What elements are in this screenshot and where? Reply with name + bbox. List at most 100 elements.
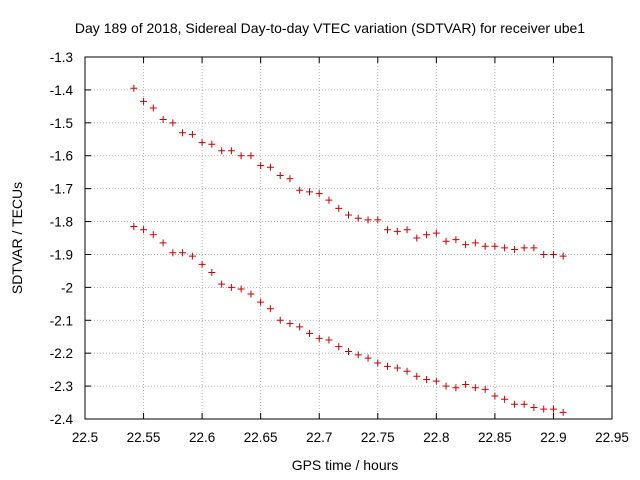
- data-point-upper: [257, 162, 265, 170]
- y-tick-labels: -1.3 -1.4 -1.5 -1.6 -1.7 -1.8 -1.9 -2 -2.1 -2.2 -2…: [50, 50, 74, 427]
- data-point-lower: [227, 283, 235, 291]
- data-point-upper: [403, 226, 411, 234]
- data-point-lower: [510, 400, 518, 408]
- data-point-lower: [559, 408, 567, 416]
- x-tick-label: 22.7: [306, 430, 332, 445]
- y-tick-label: -2.1: [50, 313, 73, 328]
- data-point-upper: [266, 163, 274, 171]
- data-point-lower: [481, 385, 489, 393]
- x-tick-label: 22.65: [244, 430, 278, 445]
- x-tick-label: 22.75: [361, 430, 395, 445]
- data-point-upper: [179, 129, 187, 137]
- y-tick-label: -1.6: [50, 149, 73, 164]
- data-point-upper: [149, 104, 157, 112]
- data-point-lower: [276, 316, 284, 324]
- data-point-upper: [198, 139, 206, 147]
- data-point-upper: [218, 147, 226, 155]
- data-point-upper: [530, 244, 538, 252]
- y-tick-label: -2.4: [50, 412, 74, 427]
- data-point-upper: [247, 152, 255, 160]
- data-point-lower: [159, 239, 167, 247]
- data-point-upper: [462, 241, 470, 249]
- data-point-lower: [383, 362, 391, 370]
- data-point-lower: [237, 285, 245, 293]
- data-point-upper: [540, 250, 548, 258]
- data-point-upper: [188, 130, 196, 138]
- x-axis-title: GPS time / hours: [292, 457, 399, 473]
- data-points: [130, 84, 567, 416]
- data-point-lower: [471, 384, 479, 392]
- data-point-lower: [169, 249, 177, 257]
- data-point-lower: [540, 405, 548, 413]
- data-point-upper: [325, 196, 333, 204]
- data-point-lower: [452, 384, 460, 392]
- data-point-lower: [306, 329, 314, 337]
- data-point-lower: [413, 372, 421, 380]
- data-point-lower: [198, 260, 206, 268]
- data-point-upper: [471, 239, 479, 247]
- data-point-upper: [501, 244, 509, 252]
- y-tick-label: -2.2: [50, 346, 73, 361]
- y-tick-label: -1.3: [50, 50, 73, 65]
- data-point-upper: [315, 190, 323, 198]
- chart-title: Day 189 of 2018, Sidereal Day-to-day VTE…: [75, 20, 585, 36]
- y-tick-label: -1.5: [50, 116, 73, 131]
- data-point-lower: [257, 298, 265, 306]
- y-tick-label: -1.4: [50, 83, 74, 98]
- y-axis-title: SDTVAR / TECUs: [9, 182, 25, 294]
- data-point-lower: [432, 377, 440, 385]
- data-point-upper: [383, 226, 391, 234]
- data-point-upper: [354, 214, 362, 222]
- data-point-lower: [374, 359, 382, 367]
- data-point-lower: [130, 222, 138, 230]
- data-point-upper: [345, 211, 352, 219]
- data-point-lower: [354, 351, 362, 359]
- data-point-lower: [335, 343, 343, 351]
- data-point-lower: [491, 392, 499, 400]
- x-tick-label: 22.5: [72, 430, 98, 445]
- data-point-lower: [208, 269, 216, 277]
- data-point-lower: [520, 400, 528, 408]
- data-point-upper: [159, 116, 167, 124]
- data-point-upper: [510, 246, 518, 254]
- data-point-upper: [306, 188, 314, 196]
- data-point-lower: [149, 231, 157, 239]
- data-point-lower: [345, 348, 352, 356]
- x-tick-label: 22.6: [189, 430, 215, 445]
- data-point-upper: [481, 242, 489, 250]
- data-point-upper: [520, 244, 528, 252]
- data-point-upper: [393, 227, 401, 235]
- data-point-upper: [413, 234, 421, 242]
- x-tick-label: 22.55: [127, 430, 161, 445]
- data-point-upper: [442, 237, 450, 245]
- x-tick-label: 22.9: [540, 430, 566, 445]
- data-point-upper: [491, 242, 499, 250]
- data-point-upper: [140, 97, 148, 105]
- data-point-lower: [530, 403, 538, 411]
- data-point-upper: [335, 204, 343, 212]
- data-point-upper: [559, 252, 567, 260]
- data-point-upper: [169, 119, 177, 127]
- data-point-upper: [432, 229, 440, 237]
- y-tick-label: -2.3: [50, 379, 73, 394]
- x-tick-label: 22.95: [595, 430, 629, 445]
- data-point-upper: [130, 84, 138, 92]
- data-point-lower: [315, 334, 323, 342]
- data-point-lower: [179, 249, 187, 257]
- data-point-lower: [266, 305, 274, 313]
- data-point-upper: [549, 250, 557, 258]
- data-point-lower: [286, 320, 294, 328]
- plot-frame: [84, 56, 613, 420]
- y-tick-label: -2: [61, 280, 73, 295]
- data-point-upper: [227, 147, 235, 155]
- data-point-lower: [423, 376, 431, 384]
- data-point-lower: [549, 405, 557, 413]
- data-point-lower: [296, 323, 304, 331]
- data-point-upper: [296, 186, 304, 194]
- data-point-lower: [325, 336, 333, 344]
- data-point-lower: [462, 380, 470, 388]
- data-point-upper: [208, 140, 216, 148]
- data-point-upper: [452, 236, 460, 244]
